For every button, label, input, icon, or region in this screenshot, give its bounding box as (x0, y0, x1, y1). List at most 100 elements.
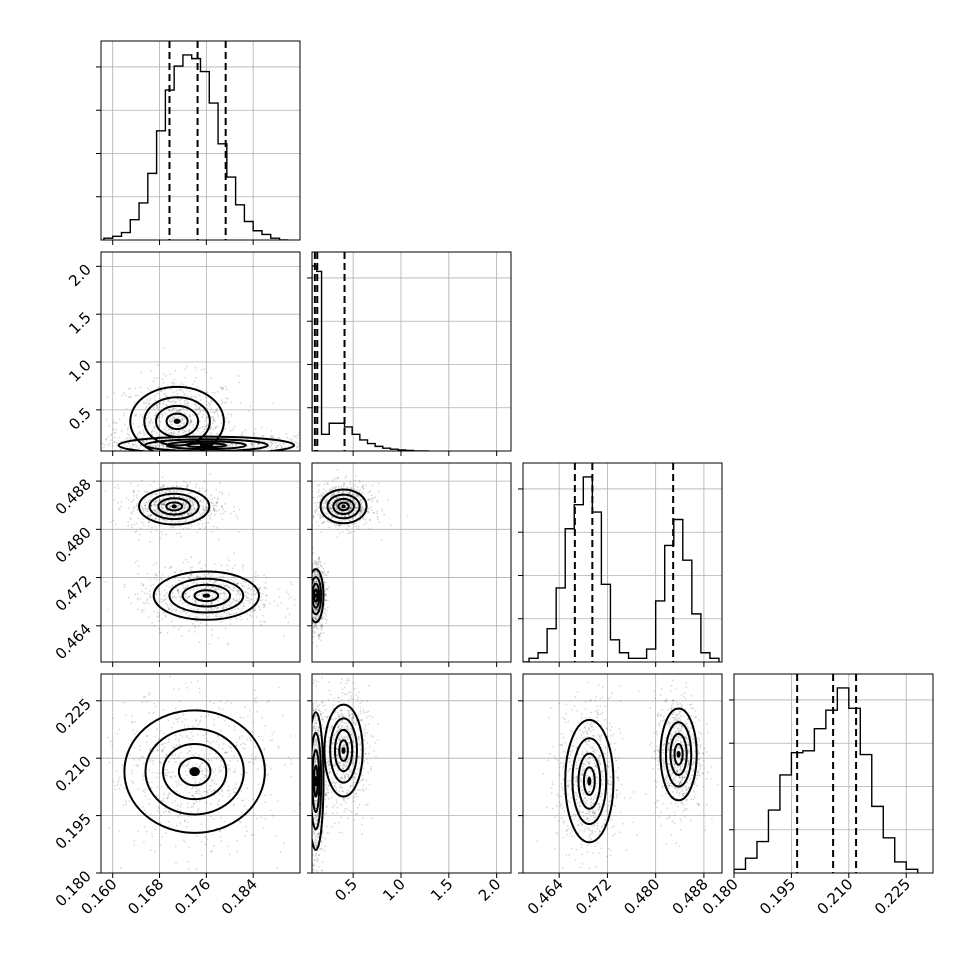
contour-level-2 (165, 440, 247, 451)
contour-level-2 (577, 752, 602, 810)
x-tick-label: 0.184 (218, 875, 261, 918)
density-peak (341, 504, 346, 509)
y-tick-label: 0.195 (52, 810, 95, 853)
contour-level-3 (165, 501, 184, 512)
y-tick-label: 2.0 (65, 260, 95, 290)
contour-level-3 (673, 743, 684, 766)
histogram-param-3 (734, 687, 919, 873)
contour-level-0 (129, 385, 225, 451)
x-tick-label: 0.195 (756, 875, 799, 918)
y-tick-label: 0.5 (65, 404, 95, 434)
x-tick-label: 0.176 (171, 875, 214, 918)
panel-frame (733, 673, 934, 874)
density-peak (341, 747, 346, 754)
y-tick-label: 0.488 (52, 475, 95, 518)
contour-level-3 (165, 412, 189, 431)
grid-lines (101, 41, 300, 240)
y-tick-label: 0.472 (52, 572, 95, 615)
contour-level-0 (659, 707, 698, 802)
contour-level-0 (312, 568, 325, 624)
panel-frame (522, 462, 723, 663)
contour-level-1 (143, 396, 211, 447)
contour-level-0 (152, 570, 261, 621)
x-tick-label: 0.480 (620, 875, 663, 918)
density-peak (313, 775, 318, 787)
contour-level-2 (157, 497, 191, 516)
contour-level-0 (319, 488, 368, 525)
density-peak (173, 418, 181, 424)
panel-0-0 (96, 40, 301, 245)
x-tick-label: 1.5 (427, 875, 457, 905)
contour-level-1 (571, 737, 608, 826)
contour-level-1 (326, 493, 361, 520)
density-peak (676, 750, 681, 758)
panel-2-1 (307, 462, 512, 667)
contour-level-1 (329, 717, 358, 784)
contour-level-1 (143, 438, 269, 451)
contour-level-3 (338, 739, 349, 762)
panel-content (523, 463, 720, 662)
grid-lines (101, 252, 300, 451)
panel-content (312, 469, 409, 648)
contour-level-3 (337, 501, 350, 512)
panel-frame (311, 251, 512, 452)
contour-level-0 (138, 487, 211, 526)
density-peak (189, 766, 200, 777)
density-peak (587, 776, 592, 786)
x-tick-label: 0.210 (814, 875, 857, 918)
panel-content (101, 347, 300, 451)
scatter-points (312, 469, 409, 648)
panel-content (104, 473, 296, 646)
y-tick-label: 0.464 (52, 620, 95, 663)
contour-level-2 (333, 728, 354, 773)
contour-level-2 (332, 497, 355, 516)
contour-level-1 (312, 576, 323, 616)
grid-lines (523, 674, 722, 874)
x-tick-label: 0.168 (124, 875, 167, 918)
contour-level-3 (582, 766, 596, 796)
x-tick-label: 1.0 (379, 875, 409, 905)
contour-level-1 (144, 727, 245, 816)
contour-level-1 (168, 577, 245, 614)
panel-frame (311, 673, 512, 874)
contour-level-0 (564, 718, 615, 844)
panel-content (312, 674, 379, 873)
contour-level-0 (123, 709, 266, 834)
panel-frame (100, 462, 301, 663)
panel-2-0: 0.464 0.472 0.480 0.488 (52, 462, 301, 667)
panel-3-3: 0.180 0.195 0.210 0.225 (699, 673, 934, 918)
panel-2-2 (518, 462, 723, 667)
y-tick-label: 1.5 (65, 308, 95, 338)
histogram-param-2 (523, 476, 720, 662)
x-tick-label: 0.472 (572, 875, 615, 918)
contour-level-1 (664, 721, 693, 788)
grid-lines (101, 674, 300, 874)
grid-lines (312, 252, 511, 451)
contour-level-2 (181, 583, 232, 608)
x-tick-label: 0.464 (524, 875, 567, 918)
contour-level-1 (312, 731, 323, 831)
y-tick-label: 0.480 (52, 523, 95, 566)
y-tick-label: 0.225 (52, 695, 95, 738)
histogram-param-1 (312, 265, 429, 451)
panel-content (536, 679, 719, 873)
grid-lines (101, 463, 300, 662)
panel-frame (100, 673, 301, 874)
panel-content (734, 674, 919, 873)
contour-level-3 (193, 589, 220, 603)
contour-level-0 (117, 435, 296, 451)
contour-level-2 (669, 732, 688, 777)
x-tick-label: 0.5 (331, 875, 361, 905)
panel-frame (522, 673, 723, 874)
panel-3-1: 0.5 1.0 1.5 2.0 (307, 673, 512, 905)
y-tick-label: 0.210 (52, 752, 95, 795)
histogram-param-0 (103, 54, 289, 240)
panel-frame (100, 251, 301, 452)
panel-content (106, 675, 300, 871)
density-peak (202, 593, 211, 598)
x-tick-label: 2.0 (475, 875, 505, 905)
panel-content (312, 252, 429, 451)
grid-lines (312, 463, 511, 662)
density-peak (199, 443, 213, 448)
